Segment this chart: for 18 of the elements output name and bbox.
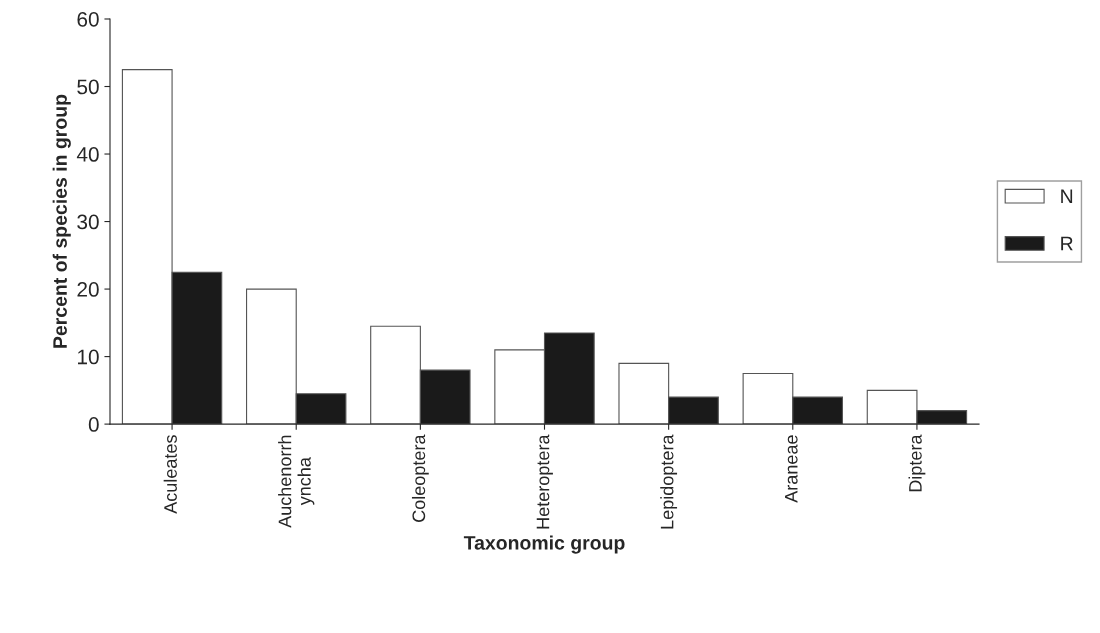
x-tick-label: Diptera [908, 434, 926, 492]
x-tick-label: Coleoptera [411, 434, 429, 522]
legend-label: R [1061, 236, 1073, 251]
x-tick-label: Heteroptera [536, 434, 553, 529]
y-tick-label: 40 [76, 147, 99, 162]
x-tick-label: Lepidoptera [660, 434, 678, 529]
y-tick-label: 30 [77, 214, 99, 230]
x-tick-label: Auchenorrh yncha [278, 435, 315, 528]
y-axis-title: Percent of species in group [52, 94, 71, 348]
y-tick-label: 50 [77, 79, 99, 95]
legend-label: N [1061, 189, 1073, 203]
x-axis-title: Taxonomic group [463, 535, 625, 554]
x-tick-label: Aculeates [163, 435, 177, 514]
y-tick-label: 0 [88, 417, 99, 432]
y-tick-label: 10 [78, 349, 99, 365]
y-tick-label: 60 [77, 11, 99, 27]
y-tick-label: 20 [77, 282, 99, 297]
x-tick-label: Araneae [785, 435, 798, 503]
